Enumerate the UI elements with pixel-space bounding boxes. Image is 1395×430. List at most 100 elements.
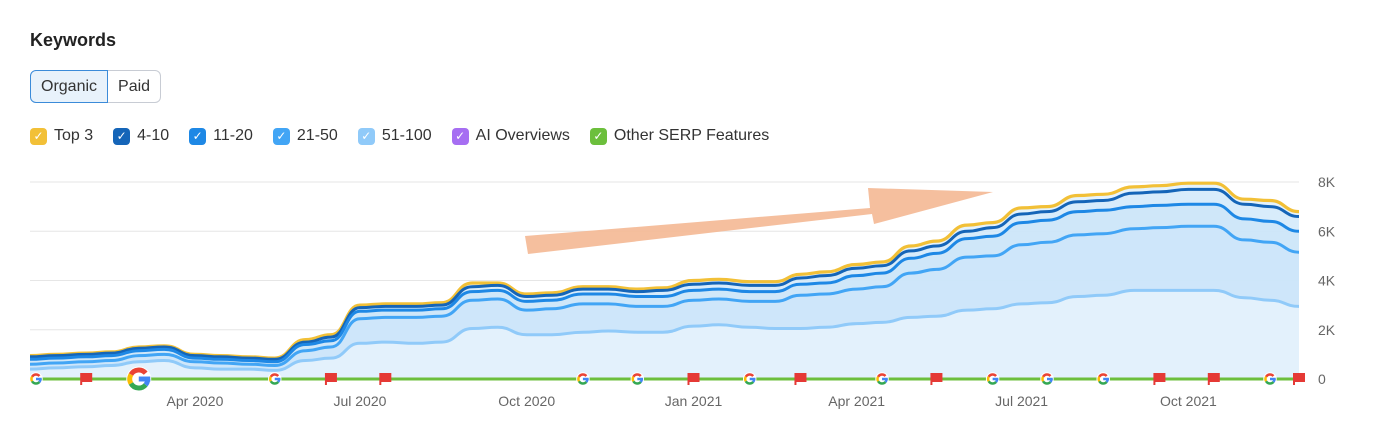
trend-arrow-shape — [525, 188, 993, 254]
y-tick-label: 4K — [1318, 273, 1336, 289]
y-tick-label: 8K — [1318, 174, 1336, 190]
legend-item-4-10[interactable]: ✓ 4-10 — [113, 127, 169, 145]
checkbox-checked-icon[interactable]: ✓ — [113, 127, 131, 145]
x-tick-label: Apr 2020 — [167, 393, 224, 409]
legend-label: Other SERP Features — [613, 127, 770, 144]
google-icon-arc — [744, 373, 755, 378]
checkbox-checked-icon[interactable]: ✓ — [30, 127, 47, 145]
flag-icon-body — [688, 373, 700, 382]
legend-label: AI Overviews — [475, 127, 570, 144]
checkbox-checked-icon[interactable]: ✓ — [357, 127, 375, 145]
flag-marker-icon — [1293, 373, 1305, 385]
flag-marker-icon — [687, 373, 700, 385]
x-tick-label: Oct 2020 — [498, 393, 555, 409]
line-51-100 — [29, 288, 1300, 372]
google-icon-arc — [269, 376, 272, 382]
area-51-100 — [30, 290, 1299, 379]
flag-marker-icon — [1153, 373, 1166, 385]
section-title: Keywords — [30, 30, 117, 50]
chart-legend: ✓ Top 3 ✓ 4-10 ✓ 11-20 ✓ 21-50 ✓ 51-100 … — [30, 127, 789, 145]
google-icon-arc — [31, 380, 41, 385]
flag-marker-icon — [324, 373, 337, 385]
google-icon-arc — [1264, 376, 1268, 382]
x-tick-label: Oct 2021 — [1160, 393, 1217, 409]
google-icon-arc — [1098, 380, 1108, 385]
legend-label: 4-10 — [137, 127, 170, 144]
x-tick-label: Jan 2021 — [665, 393, 723, 409]
flag-icon-body — [795, 373, 807, 382]
checkbox-checked-icon[interactable]: ✓ — [189, 127, 207, 145]
google-icon-arc — [1265, 373, 1275, 378]
legend-label: 21-50 — [296, 127, 338, 144]
google-icon-arc — [743, 376, 747, 382]
series-lines — [29, 181, 1300, 372]
google-icon-arc — [986, 376, 990, 382]
legend-label: 11-20 — [213, 127, 253, 144]
google-update-icon — [875, 372, 889, 386]
line-4-10 — [29, 187, 1300, 361]
legend-item-51-100[interactable]: ✓ 51-100 — [357, 127, 432, 145]
google-update-icon — [630, 372, 645, 386]
organic-paid-toggle: Organic Paid — [30, 70, 162, 103]
checkbox-checked-icon[interactable]: ✓ — [589, 127, 607, 145]
flag-marker-icon — [379, 373, 392, 385]
legend-item-ai-overviews[interactable]: ✓ AI Overviews — [451, 127, 570, 145]
x-axis-ticks: Apr 2020 Jul 2020 Oct 2020 Jan 2021 Apr 2021… — [167, 393, 1217, 409]
google-icon-arc — [30, 376, 34, 382]
legend-item-21-50[interactable]: ✓ 21-50 — [272, 127, 338, 145]
google-icon-arc — [128, 381, 148, 391]
google-icon-arc — [577, 380, 588, 385]
google-icon-arc — [577, 376, 581, 382]
legend-label: 51-100 — [381, 127, 432, 144]
flag-marker-icon — [80, 373, 93, 385]
x-tick-label: Apr 2021 — [828, 393, 885, 409]
google-icon-arc — [127, 373, 134, 385]
flag-marker-icon — [794, 373, 807, 385]
flag-icon-body — [1208, 373, 1220, 382]
google-icon-arc — [632, 380, 642, 385]
google-update-icon — [1040, 372, 1054, 386]
google-icon-arc — [744, 380, 755, 385]
google-icon-arc — [1042, 373, 1052, 378]
google-update-icon — [742, 372, 757, 386]
legend-item-11-20[interactable]: ✓ 11-20 — [189, 127, 253, 145]
checkbox-checked-icon[interactable]: ✓ — [451, 127, 469, 145]
flag-icon-body — [81, 373, 93, 382]
flag-icon-body — [380, 373, 392, 382]
trend-arrow — [525, 188, 993, 254]
series-areas — [30, 183, 1299, 379]
y-axis-ticks: 0 2K 4K 6K 8K — [1318, 174, 1336, 387]
flag-icon-body — [1294, 373, 1305, 382]
google-icon-arc — [31, 373, 41, 378]
y-tick-label: 6K — [1318, 223, 1336, 239]
y-tick-label: 0 — [1318, 371, 1326, 387]
flag-marker-icon — [1207, 373, 1220, 385]
google-icon-arc — [1265, 380, 1275, 385]
google-icon-arc — [1097, 376, 1101, 382]
tab-organic[interactable]: Organic — [30, 70, 109, 103]
google-update-icon — [1263, 372, 1277, 386]
google-update-icon — [29, 372, 43, 386]
google-icon-arc — [1098, 373, 1108, 378]
google-icon-arc — [1042, 380, 1052, 385]
google-update-large-icon — [126, 366, 152, 392]
event-markers — [29, 366, 1305, 392]
tab-paid[interactable]: Paid — [108, 70, 162, 103]
google-icon-arc — [631, 376, 635, 382]
google-icon-arc — [128, 367, 148, 377]
line-11-20 — [29, 202, 1300, 364]
google-icon-arc — [269, 380, 280, 385]
checkbox-checked-icon[interactable]: ✓ — [272, 127, 290, 145]
google-update-icon — [267, 372, 282, 386]
legend-item-top3[interactable]: ✓ Top 3 — [30, 127, 93, 145]
x-tick-label: Jul 2020 — [333, 393, 386, 409]
google-icon-arc — [877, 373, 887, 378]
flag-icon-body — [931, 373, 943, 382]
y-tick-label: 2K — [1318, 322, 1336, 338]
google-icon-arc — [987, 380, 998, 385]
legend-item-other-serp[interactable]: ✓ Other SERP Features — [589, 127, 770, 145]
google-icon-arc — [876, 376, 880, 382]
google-update-icon — [985, 372, 1000, 386]
google-icon-arc — [269, 373, 280, 378]
